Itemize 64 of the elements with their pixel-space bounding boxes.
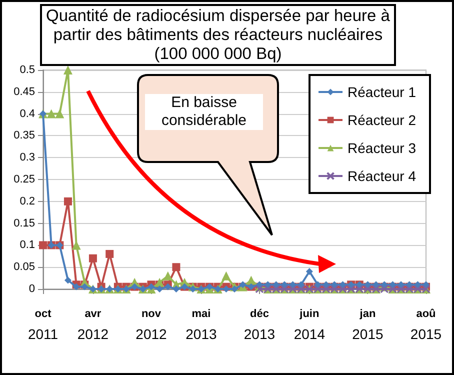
x-tick-label: oct 2011 xyxy=(28,308,58,342)
point xyxy=(46,109,56,118)
x-tick-label: nov 2012 xyxy=(136,308,168,342)
point xyxy=(81,283,88,290)
point xyxy=(148,283,155,290)
point xyxy=(306,268,313,275)
point xyxy=(246,276,256,285)
x-tick-label: aoû 2015 xyxy=(410,308,442,342)
x-tick-label: jan 2015 xyxy=(352,308,384,342)
point xyxy=(164,283,172,290)
y-tick-label: 0.4 xyxy=(20,108,35,120)
point xyxy=(255,284,264,294)
point xyxy=(272,281,280,288)
y-tick-label: 0.5 xyxy=(20,64,35,76)
y-tick-label: 0.25 xyxy=(14,174,35,186)
point xyxy=(414,281,422,288)
point xyxy=(222,271,231,280)
legend-label: Réacteur 3 xyxy=(348,140,416,156)
point xyxy=(63,66,72,74)
point xyxy=(406,281,413,288)
point xyxy=(314,281,322,288)
point xyxy=(239,281,246,288)
x-tick-label: mai 2013 xyxy=(186,308,217,342)
point xyxy=(298,281,305,288)
point xyxy=(172,286,180,292)
y-tick-label: 0.1 xyxy=(20,239,35,252)
y-tick-label: 0.3 xyxy=(20,152,35,164)
point xyxy=(189,286,196,292)
point xyxy=(322,281,330,288)
point xyxy=(364,281,372,288)
point xyxy=(64,276,72,284)
point xyxy=(155,278,164,287)
y-tick-label: 0.35 xyxy=(14,130,35,142)
point xyxy=(72,283,80,290)
x-tick-label: avr 2012 xyxy=(77,308,109,342)
y-tick-label: 0.05 xyxy=(14,261,35,274)
point xyxy=(156,286,164,292)
point xyxy=(106,250,114,258)
point xyxy=(222,286,230,292)
legend-label: Réacteur 4 xyxy=(348,168,416,184)
point xyxy=(55,109,64,118)
point xyxy=(330,281,338,288)
point xyxy=(380,281,388,288)
point xyxy=(380,284,389,294)
legend-label: Réacteur 2 xyxy=(348,112,416,128)
y-tick-label: 0.45 xyxy=(14,86,35,98)
y-tick-label: 0.15 xyxy=(14,217,35,230)
point xyxy=(64,197,72,206)
point xyxy=(88,254,97,262)
point xyxy=(231,286,238,292)
y-tick-label: 0.2 xyxy=(20,195,35,208)
chart-title: Quantité de radiocésium dispersée par heure à partir des bâtiments des réacteurs nucléaires (100 000 000 Bq) xyxy=(40,4,396,66)
point xyxy=(163,271,172,280)
point xyxy=(264,281,272,288)
x-tick-label: juin 2014 xyxy=(294,308,326,342)
point xyxy=(39,241,47,250)
point xyxy=(389,281,396,288)
annotation: En baisse considérable xyxy=(145,94,263,130)
point xyxy=(289,281,296,288)
x-tick-label: déc 2013 xyxy=(244,308,276,342)
y-tick-label: 0 xyxy=(28,283,35,295)
legend-label: Réacteur 1 xyxy=(348,84,416,100)
point xyxy=(172,263,180,272)
point xyxy=(339,281,346,288)
